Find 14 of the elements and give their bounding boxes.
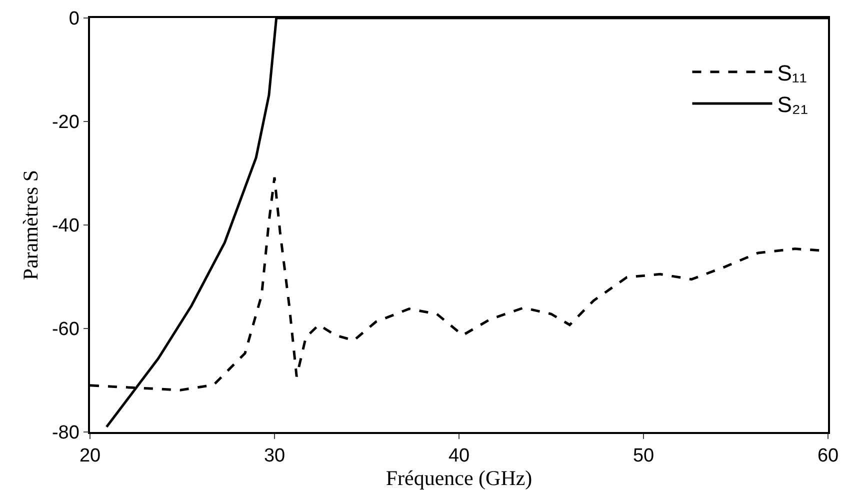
y-axis-title: Paramètres S	[18, 170, 43, 280]
y-tick-label: -60	[52, 319, 80, 340]
legend-label: S₁₁	[777, 60, 807, 86]
y-tick-label: -80	[52, 422, 80, 444]
x-tick-label: 20	[79, 446, 101, 467]
x-tick-label: 60	[817, 446, 839, 467]
x-axis-title: Fréquence (GHz)	[386, 466, 532, 490]
x-tick-label: 30	[264, 446, 286, 467]
y-tick-label: 0	[68, 8, 80, 30]
y-tick-label: -40	[52, 216, 80, 237]
x-tick-label: 40	[448, 446, 470, 467]
x-tick-label: 50	[632, 446, 654, 467]
y-tick-label: -20	[52, 112, 80, 134]
legend-label: S₂₁	[777, 92, 808, 118]
